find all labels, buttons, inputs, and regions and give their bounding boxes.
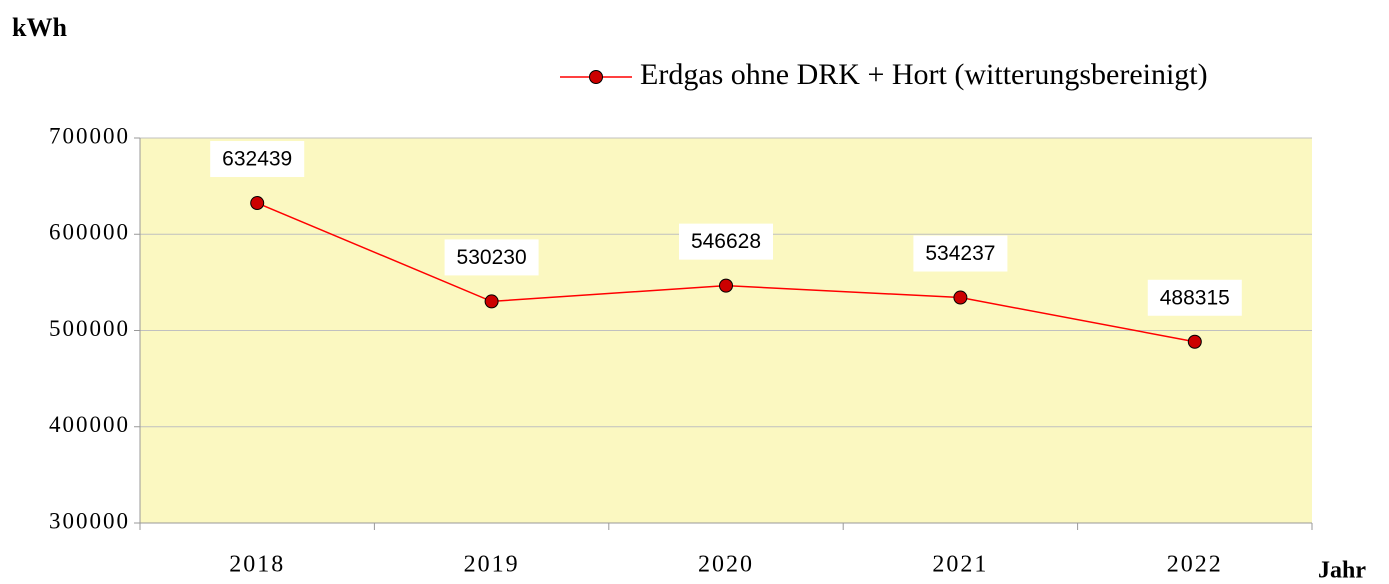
data-label-background [444, 239, 539, 276]
y-tick-label: 500000 [49, 316, 130, 341]
data-label-background [1147, 279, 1242, 316]
data-label: 632439 [222, 148, 292, 171]
x-axis-label: Jahr [1318, 558, 1366, 584]
legend-label: Erdgas ohne DRK + Hort (witterungsberein… [640, 58, 1208, 91]
y-axis-label: kWh [12, 13, 67, 42]
marker [1187, 334, 1202, 349]
x-tick-label: 2022 [1167, 552, 1223, 578]
data-label: 530230 [457, 246, 527, 269]
data-label: 488315 [1160, 286, 1230, 309]
data-label: 534237 [925, 242, 995, 265]
legend-marker [589, 70, 603, 84]
data-label-background [679, 223, 773, 260]
data-label: 546628 [691, 230, 761, 253]
x-tick-label: 2019 [464, 552, 520, 578]
marker [484, 294, 499, 309]
x-tick-label: 2020 [698, 552, 754, 578]
x-tick-label: 2018 [229, 552, 285, 578]
marker [719, 278, 733, 293]
marker [953, 290, 968, 305]
y-tick-label: 300000 [49, 508, 130, 533]
y-tick-label: 400000 [49, 412, 130, 437]
x-tick-label: 2021 [932, 552, 988, 578]
y-tick-label: 600000 [49, 220, 130, 245]
data-label-background [913, 235, 1008, 272]
data-label-background [210, 141, 305, 178]
marker [250, 196, 265, 211]
y-tick-label: 700000 [49, 123, 130, 148]
